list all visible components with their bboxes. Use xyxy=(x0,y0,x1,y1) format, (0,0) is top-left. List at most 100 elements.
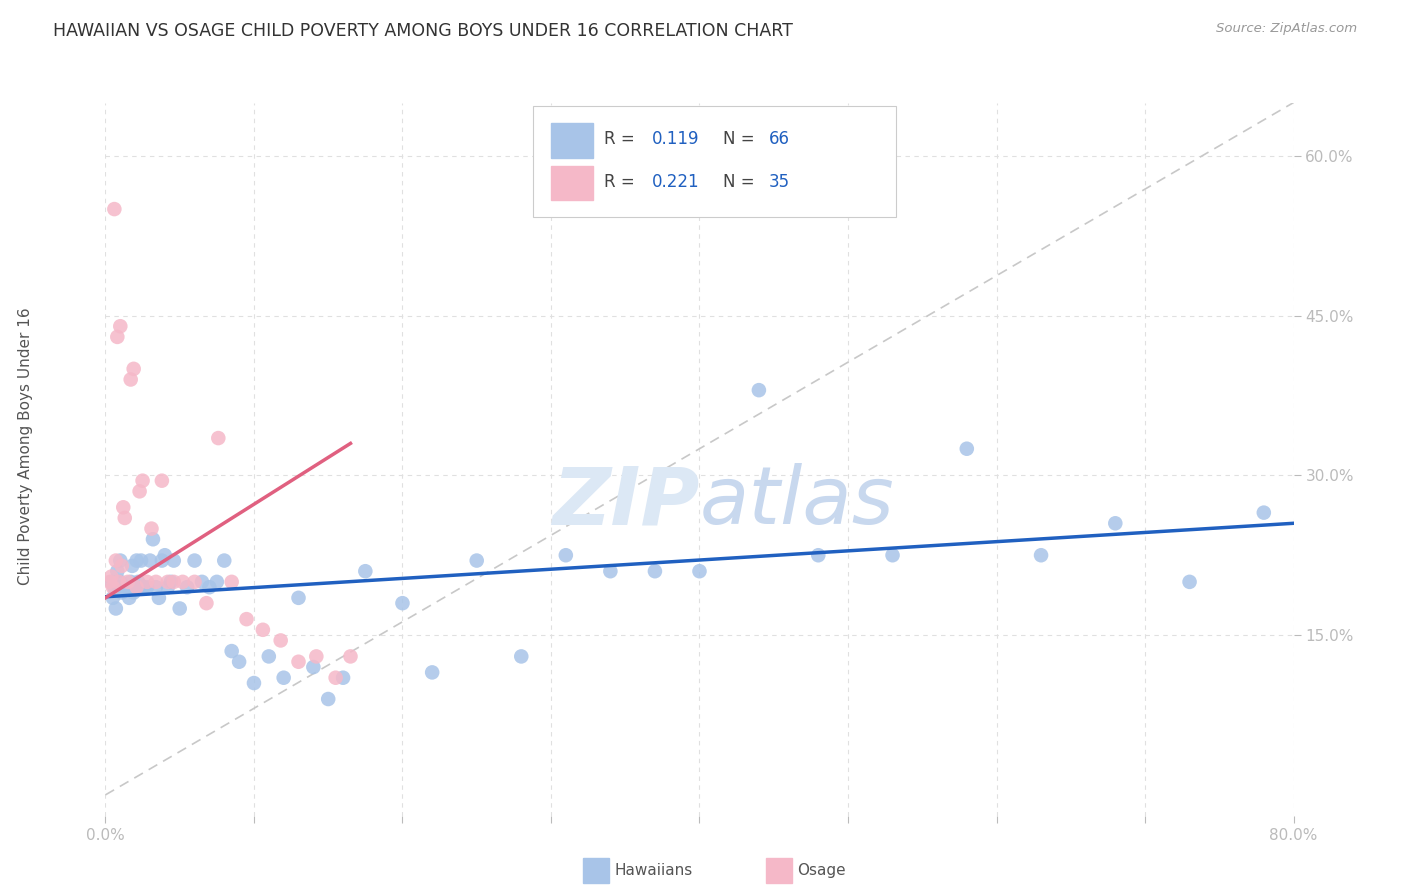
Point xyxy=(145,574,167,589)
Point xyxy=(141,522,163,536)
Point xyxy=(305,649,328,664)
Point xyxy=(117,580,139,594)
Text: Source: ZipAtlas.com: Source: ZipAtlas.com xyxy=(1216,22,1357,36)
Text: 66: 66 xyxy=(769,130,789,148)
Text: ZIP: ZIP xyxy=(553,463,700,541)
Point xyxy=(104,553,127,567)
FancyBboxPatch shape xyxy=(551,166,592,201)
Point xyxy=(554,548,576,562)
Point xyxy=(111,585,134,599)
Point xyxy=(882,548,904,562)
Point xyxy=(122,585,145,599)
Point xyxy=(354,564,377,578)
Point xyxy=(420,665,443,680)
Point xyxy=(221,574,243,589)
Point xyxy=(139,553,162,567)
Point xyxy=(114,580,136,594)
Point xyxy=(1104,516,1126,531)
Point xyxy=(205,574,228,589)
Point xyxy=(221,644,243,658)
Text: R =: R = xyxy=(605,130,636,148)
Point xyxy=(145,580,167,594)
Point xyxy=(302,660,325,674)
Point xyxy=(689,564,711,578)
Point xyxy=(125,580,148,594)
Point xyxy=(465,553,488,567)
Point xyxy=(98,574,121,589)
Point xyxy=(159,574,181,589)
Text: R =: R = xyxy=(605,173,636,191)
Text: 0.119: 0.119 xyxy=(652,130,699,148)
Point xyxy=(105,564,128,578)
Point xyxy=(1178,574,1201,589)
Point xyxy=(510,649,533,664)
Point xyxy=(100,569,122,583)
Point xyxy=(153,548,176,562)
Point xyxy=(131,580,153,594)
Text: N =: N = xyxy=(723,130,755,148)
Point xyxy=(287,655,309,669)
Point xyxy=(112,500,135,515)
Point xyxy=(132,580,155,594)
Point xyxy=(257,649,280,664)
Point xyxy=(108,574,131,589)
Point xyxy=(273,671,295,685)
Text: 35: 35 xyxy=(769,173,790,191)
Point xyxy=(332,671,354,685)
Point xyxy=(339,649,361,664)
Point xyxy=(121,558,143,573)
Point xyxy=(748,383,770,397)
Point xyxy=(108,580,131,594)
Point xyxy=(110,553,132,567)
Text: atlas: atlas xyxy=(700,463,894,541)
Point xyxy=(176,580,198,594)
Point xyxy=(156,580,179,594)
Point xyxy=(105,330,128,344)
Point xyxy=(169,601,191,615)
Point xyxy=(252,623,274,637)
Point xyxy=(117,574,139,589)
Point xyxy=(172,574,194,589)
Point xyxy=(100,574,122,589)
Point xyxy=(183,553,205,567)
Point xyxy=(128,484,150,499)
Point xyxy=(103,580,125,594)
Point xyxy=(325,671,347,685)
Point xyxy=(956,442,979,456)
Point xyxy=(214,553,236,567)
Point xyxy=(644,564,666,578)
FancyBboxPatch shape xyxy=(551,123,592,158)
Point xyxy=(129,553,152,567)
Point xyxy=(112,580,135,594)
Point xyxy=(120,372,142,386)
Point xyxy=(101,591,124,605)
Point xyxy=(150,474,173,488)
Point xyxy=(156,574,179,589)
Point xyxy=(120,574,142,589)
Point xyxy=(110,319,132,334)
Point xyxy=(807,548,830,562)
Text: Osage: Osage xyxy=(797,863,846,878)
Point xyxy=(316,692,339,706)
FancyBboxPatch shape xyxy=(533,106,896,217)
Point xyxy=(243,676,266,690)
Point xyxy=(131,474,153,488)
Point xyxy=(1253,506,1275,520)
Text: Hawaiians: Hawaiians xyxy=(614,863,693,878)
Point xyxy=(270,633,292,648)
Point xyxy=(115,580,138,594)
Point xyxy=(122,362,145,376)
Point xyxy=(111,558,134,573)
Point xyxy=(163,553,186,567)
Point xyxy=(228,655,250,669)
Point xyxy=(207,431,229,445)
Point xyxy=(118,591,141,605)
Point xyxy=(104,601,127,615)
Point xyxy=(391,596,413,610)
Text: 0.221: 0.221 xyxy=(652,173,700,191)
Point xyxy=(191,574,214,589)
Point xyxy=(103,202,125,216)
Point xyxy=(599,564,621,578)
Point xyxy=(235,612,257,626)
Point xyxy=(195,596,218,610)
